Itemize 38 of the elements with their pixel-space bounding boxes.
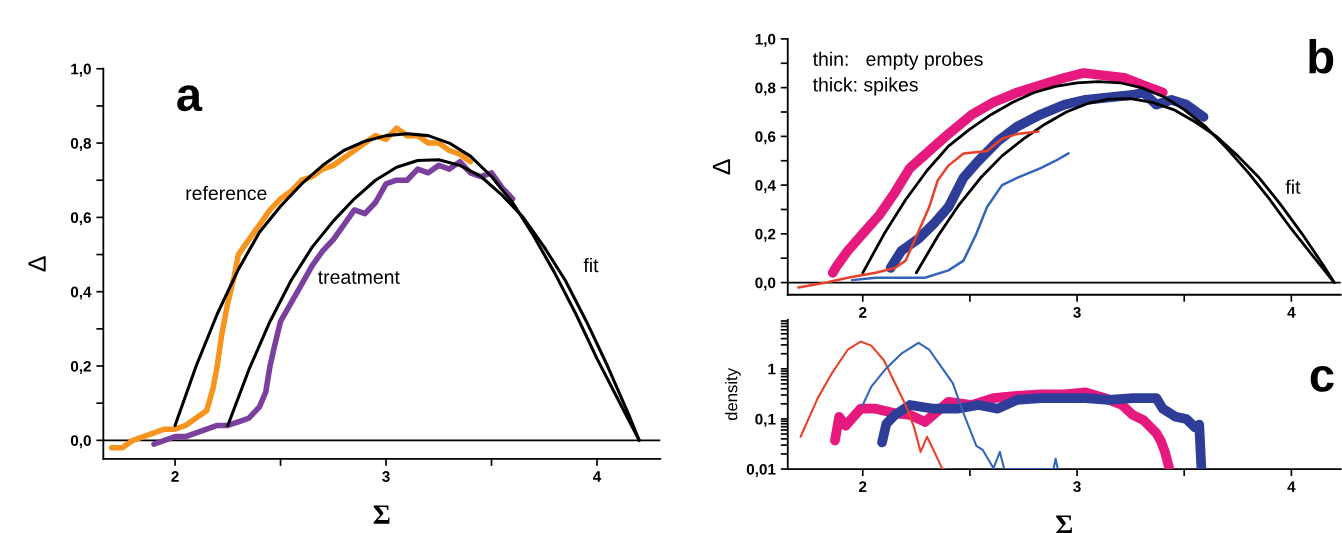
y-axis-title: Δ bbox=[712, 159, 731, 175]
y-tick-label: 0,6 bbox=[70, 212, 91, 226]
annotation: fit bbox=[1285, 179, 1301, 194]
y-tick-label: 1,0 bbox=[755, 33, 776, 47]
x-tick-label: 4 bbox=[592, 471, 602, 482]
x-axis-title: Σ bbox=[1056, 515, 1072, 533]
y-tick-label: 0,2 bbox=[70, 360, 91, 374]
y-tick-label: 0,4 bbox=[755, 179, 776, 193]
y-tick-label: 0,6 bbox=[755, 131, 776, 145]
y-tick-label: 0,2 bbox=[755, 228, 776, 242]
y-tick-label: 0,0 bbox=[755, 277, 776, 291]
y-tick-label: 0,1 bbox=[755, 413, 776, 427]
chart-title: a bbox=[177, 85, 203, 112]
annotation: thin: empty probes bbox=[812, 51, 983, 70]
y-tick-label: 0,8 bbox=[70, 137, 92, 151]
chart-title: b bbox=[1309, 38, 1334, 74]
y-tick-label: 0,0 bbox=[70, 435, 91, 449]
y-tick-label: 0,01 bbox=[746, 463, 776, 477]
annotation: reference bbox=[186, 185, 267, 201]
y-tick-label: 1,0 bbox=[71, 63, 91, 77]
x-tick-label: 2 bbox=[859, 481, 867, 492]
x-tick-label: 4 bbox=[1287, 307, 1296, 318]
y-tick-label: 0,8 bbox=[755, 82, 776, 96]
x-tick-label: 2 bbox=[171, 471, 179, 482]
x-tick-label: 2 bbox=[859, 306, 867, 318]
y-axis-title: Δ bbox=[28, 256, 46, 272]
y-tick-label: 1 bbox=[768, 363, 776, 375]
x-tick-label: 3 bbox=[1073, 306, 1081, 318]
y-axis-title: density bbox=[725, 368, 741, 421]
x-tick-label: 3 bbox=[1073, 481, 1081, 493]
annotation: fit bbox=[583, 257, 599, 273]
annotation: treatment bbox=[318, 271, 400, 284]
y-tick-label: 0,4 bbox=[70, 286, 92, 300]
text: c bbox=[1310, 365, 1334, 392]
annotation: thick: spikes bbox=[812, 77, 918, 96]
x-tick-label: 3 bbox=[382, 471, 390, 482]
x-axis-title: Σ bbox=[373, 505, 390, 524]
x-tick-label: 4 bbox=[1287, 481, 1296, 492]
